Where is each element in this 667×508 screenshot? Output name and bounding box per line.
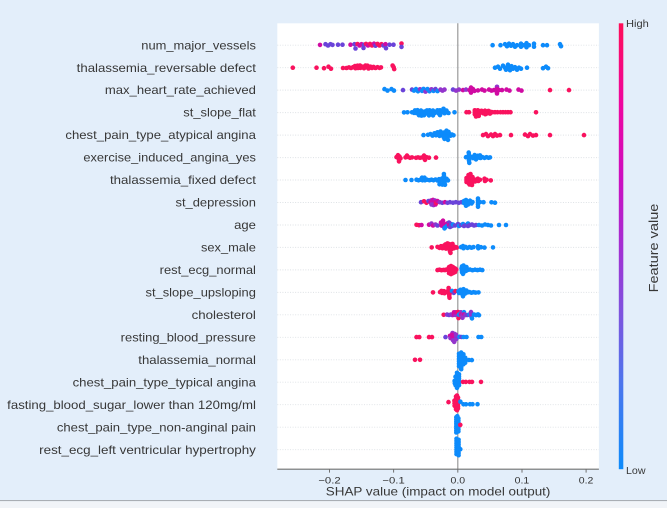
svg-text:−0.2: −0.2 [318, 476, 340, 486]
svg-text:st_slope_flat: st_slope_flat [183, 107, 256, 120]
svg-text:0.2: 0.2 [579, 476, 594, 486]
svg-text:chest_pain_type_typical angina: chest_pain_type_typical angina [73, 376, 257, 389]
svg-text:cholesterol: cholesterol [192, 309, 256, 322]
svg-text:st_depression: st_depression [176, 197, 256, 210]
svg-text:0.0: 0.0 [451, 476, 466, 486]
svg-text:st_slope_upsloping: st_slope_upsloping [146, 287, 256, 300]
svg-text:sex_male: sex_male [201, 242, 256, 255]
svg-text:max_heart_rate_achieved: max_heart_rate_achieved [105, 84, 256, 97]
svg-text:chest_pain_type_non-anginal pa: chest_pain_type_non-anginal pain [57, 421, 256, 434]
svg-text:thalassemia_reversable defect: thalassemia_reversable defect [77, 62, 257, 75]
svg-text:High: High [626, 19, 649, 30]
svg-text:resting_blood_pressure: resting_blood_pressure [121, 331, 256, 344]
svg-text:rest_ecg_normal: rest_ecg_normal [160, 264, 256, 277]
svg-text:thalassemia_fixed defect: thalassemia_fixed defect [110, 174, 257, 187]
svg-text:Low: Low [626, 466, 646, 477]
svg-text:exercise_induced_angina_yes: exercise_induced_angina_yes [83, 152, 256, 165]
svg-text:Feature value: Feature value [646, 204, 661, 293]
svg-text:rest_ecg_left ventricular hype: rest_ecg_left ventricular hypertrophy [39, 444, 256, 457]
svg-text:age: age [234, 219, 256, 232]
svg-text:SHAP value (impact on model ou: SHAP value (impact on model output) [326, 486, 551, 499]
svg-text:0.1: 0.1 [515, 476, 530, 486]
svg-text:thalassemia_normal: thalassemia_normal [138, 354, 256, 367]
svg-text:fasting_blood_sugar_lower than: fasting_blood_sugar_lower than 120mg/ml [7, 399, 256, 412]
svg-text:−0.1: −0.1 [382, 476, 404, 486]
svg-text:num_major_vessels: num_major_vessels [141, 39, 256, 52]
svg-text:chest_pain_type_atypical angin: chest_pain_type_atypical angina [65, 129, 256, 142]
